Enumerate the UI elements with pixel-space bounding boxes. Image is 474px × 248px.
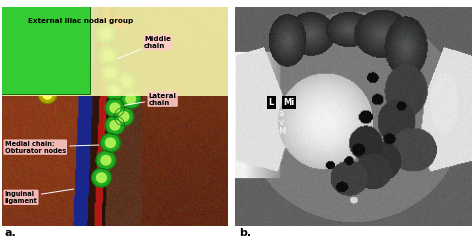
Circle shape: [50, 68, 59, 77]
Circle shape: [99, 46, 118, 65]
Text: b.: b.: [239, 228, 252, 238]
Text: Middle
chain: Middle chain: [118, 36, 171, 59]
Circle shape: [110, 121, 120, 130]
Circle shape: [101, 133, 120, 152]
Circle shape: [96, 151, 116, 170]
Circle shape: [38, 42, 56, 60]
Text: v: v: [278, 118, 283, 126]
FancyBboxPatch shape: [0, 0, 90, 94]
Circle shape: [110, 103, 120, 113]
Circle shape: [43, 90, 52, 99]
FancyBboxPatch shape: [0, 0, 295, 96]
Text: L: L: [269, 98, 274, 107]
Circle shape: [105, 81, 125, 100]
Circle shape: [114, 107, 134, 126]
Circle shape: [106, 68, 115, 78]
Circle shape: [97, 173, 106, 183]
Circle shape: [121, 90, 140, 108]
Circle shape: [101, 63, 120, 82]
Circle shape: [101, 155, 111, 165]
Text: a.: a.: [5, 228, 17, 238]
Circle shape: [103, 51, 113, 60]
Text: External iliac nodal group: External iliac nodal group: [28, 18, 134, 24]
Circle shape: [38, 86, 56, 103]
Circle shape: [101, 29, 111, 38]
Circle shape: [43, 47, 52, 56]
Text: Mi: Mi: [283, 98, 295, 107]
Circle shape: [110, 86, 120, 95]
Circle shape: [92, 168, 111, 187]
Circle shape: [105, 98, 125, 117]
Circle shape: [117, 72, 136, 91]
Circle shape: [119, 112, 129, 121]
Circle shape: [106, 138, 115, 148]
Text: Lateral
chain: Lateral chain: [125, 93, 177, 106]
Text: M: M: [278, 127, 286, 136]
Text: a: a: [278, 109, 283, 118]
Circle shape: [121, 77, 131, 87]
Text: Medial chain:
Obturator nodes: Medial chain: Obturator nodes: [5, 141, 99, 154]
Circle shape: [126, 94, 136, 104]
Circle shape: [96, 24, 116, 43]
Circle shape: [105, 116, 125, 135]
Text: Inguinal
ligament: Inguinal ligament: [5, 189, 74, 204]
Circle shape: [45, 64, 63, 82]
